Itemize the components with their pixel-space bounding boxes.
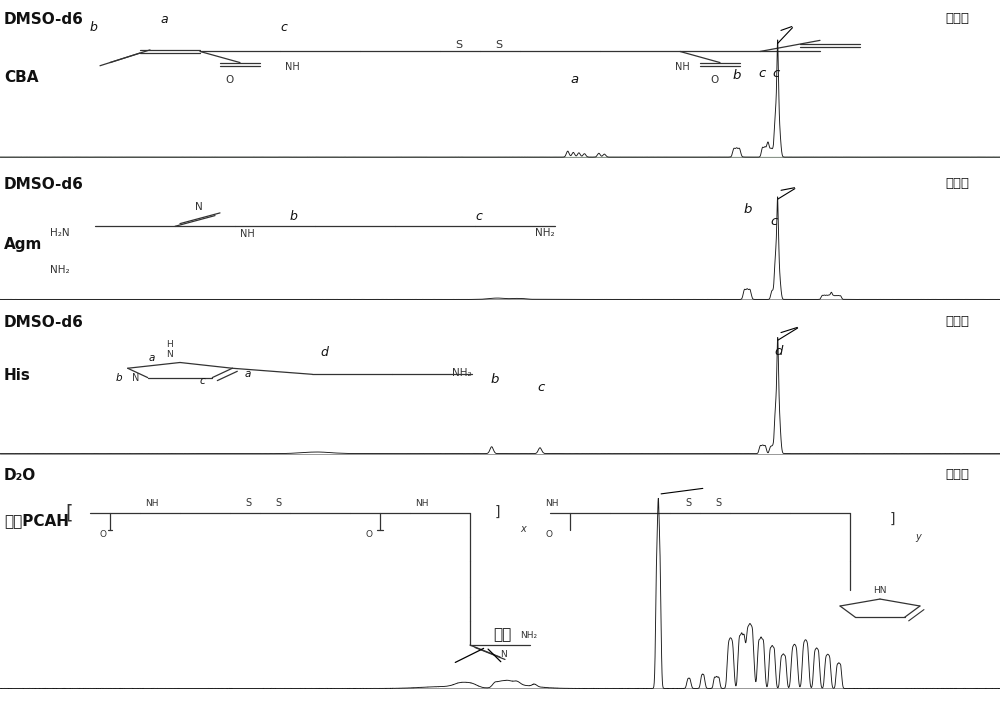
Text: HN: HN — [873, 586, 887, 595]
Text: DMSO-d6: DMSO-d6 — [4, 12, 84, 27]
Text: c: c — [537, 381, 544, 394]
Text: 样品PCAH: 样品PCAH — [4, 513, 69, 528]
Text: O: O — [545, 530, 552, 539]
Text: H
N: H N — [167, 340, 173, 360]
Text: NH: NH — [415, 499, 429, 508]
Text: b: b — [116, 372, 123, 383]
Text: b: b — [732, 68, 741, 82]
Text: x: x — [520, 525, 526, 534]
Text: NH₂: NH₂ — [535, 228, 555, 238]
Text: ]: ] — [890, 512, 896, 526]
Text: NH₂: NH₂ — [520, 631, 537, 640]
Text: d: d — [775, 345, 783, 358]
Text: NH: NH — [675, 63, 690, 73]
Text: H₂N: H₂N — [50, 228, 70, 238]
Text: D₂O: D₂O — [4, 467, 36, 483]
Text: S: S — [245, 498, 251, 508]
Text: NH₂: NH₂ — [452, 368, 472, 378]
Text: 溶剂峰: 溶剂峰 — [945, 12, 969, 25]
Text: a: a — [160, 13, 168, 26]
Text: b: b — [743, 202, 751, 216]
Text: S: S — [715, 498, 721, 508]
Text: NH: NH — [545, 499, 558, 508]
Text: b: b — [290, 209, 298, 223]
Text: c: c — [475, 209, 482, 223]
Text: NH: NH — [285, 63, 300, 73]
Text: Agm: Agm — [4, 237, 42, 252]
Text: 组胺: 组胺 — [494, 627, 512, 642]
Text: CBA: CBA — [4, 70, 38, 85]
Text: 溶剂峰: 溶剂峰 — [945, 314, 969, 328]
Text: DMSO-d6: DMSO-d6 — [4, 177, 84, 192]
Text: 溶剂峰: 溶剂峰 — [945, 177, 969, 190]
Text: His: His — [4, 368, 31, 383]
Text: S: S — [455, 40, 462, 50]
Text: b: b — [90, 21, 98, 34]
Text: NH₂: NH₂ — [50, 265, 70, 275]
Text: S: S — [685, 498, 691, 508]
Text: NH: NH — [240, 229, 255, 239]
Text: b: b — [490, 372, 499, 386]
Text: a: a — [571, 73, 579, 86]
Text: c: c — [199, 376, 205, 386]
Text: O: O — [100, 530, 107, 539]
Text: ]: ] — [495, 505, 501, 519]
Text: a: a — [244, 369, 250, 379]
Text: a: a — [149, 353, 155, 363]
Text: O: O — [710, 75, 718, 85]
Text: 溶剂峰: 溶剂峰 — [945, 467, 969, 481]
Text: NH: NH — [145, 499, 158, 508]
Text: O: O — [365, 530, 372, 539]
Text: N: N — [132, 372, 140, 383]
Text: c: c — [280, 21, 287, 34]
Text: c: c — [772, 67, 780, 80]
Text: y: y — [915, 532, 921, 541]
Text: DMSO-d6: DMSO-d6 — [4, 314, 84, 330]
Text: c: c — [771, 214, 778, 228]
Text: S: S — [495, 40, 502, 50]
Text: N: N — [195, 202, 203, 212]
Text: d: d — [320, 345, 328, 359]
Text: S: S — [275, 498, 281, 508]
Text: N: N — [500, 650, 507, 659]
Text: c: c — [758, 67, 765, 80]
Text: O: O — [225, 75, 233, 85]
Text: [: [ — [65, 503, 72, 522]
